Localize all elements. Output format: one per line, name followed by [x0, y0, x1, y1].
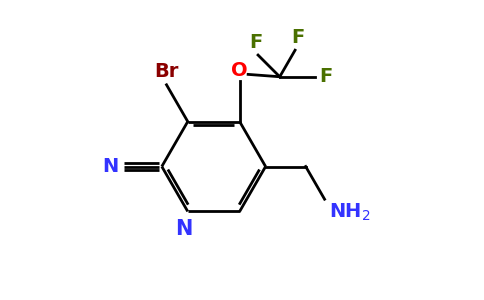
Text: F: F	[319, 67, 332, 86]
Text: Br: Br	[154, 62, 179, 81]
Text: F: F	[291, 28, 304, 47]
Text: N: N	[103, 157, 119, 176]
Text: NH$_2$: NH$_2$	[329, 202, 371, 223]
Text: F: F	[249, 33, 262, 52]
Text: O: O	[231, 61, 248, 80]
Text: N: N	[175, 218, 193, 239]
